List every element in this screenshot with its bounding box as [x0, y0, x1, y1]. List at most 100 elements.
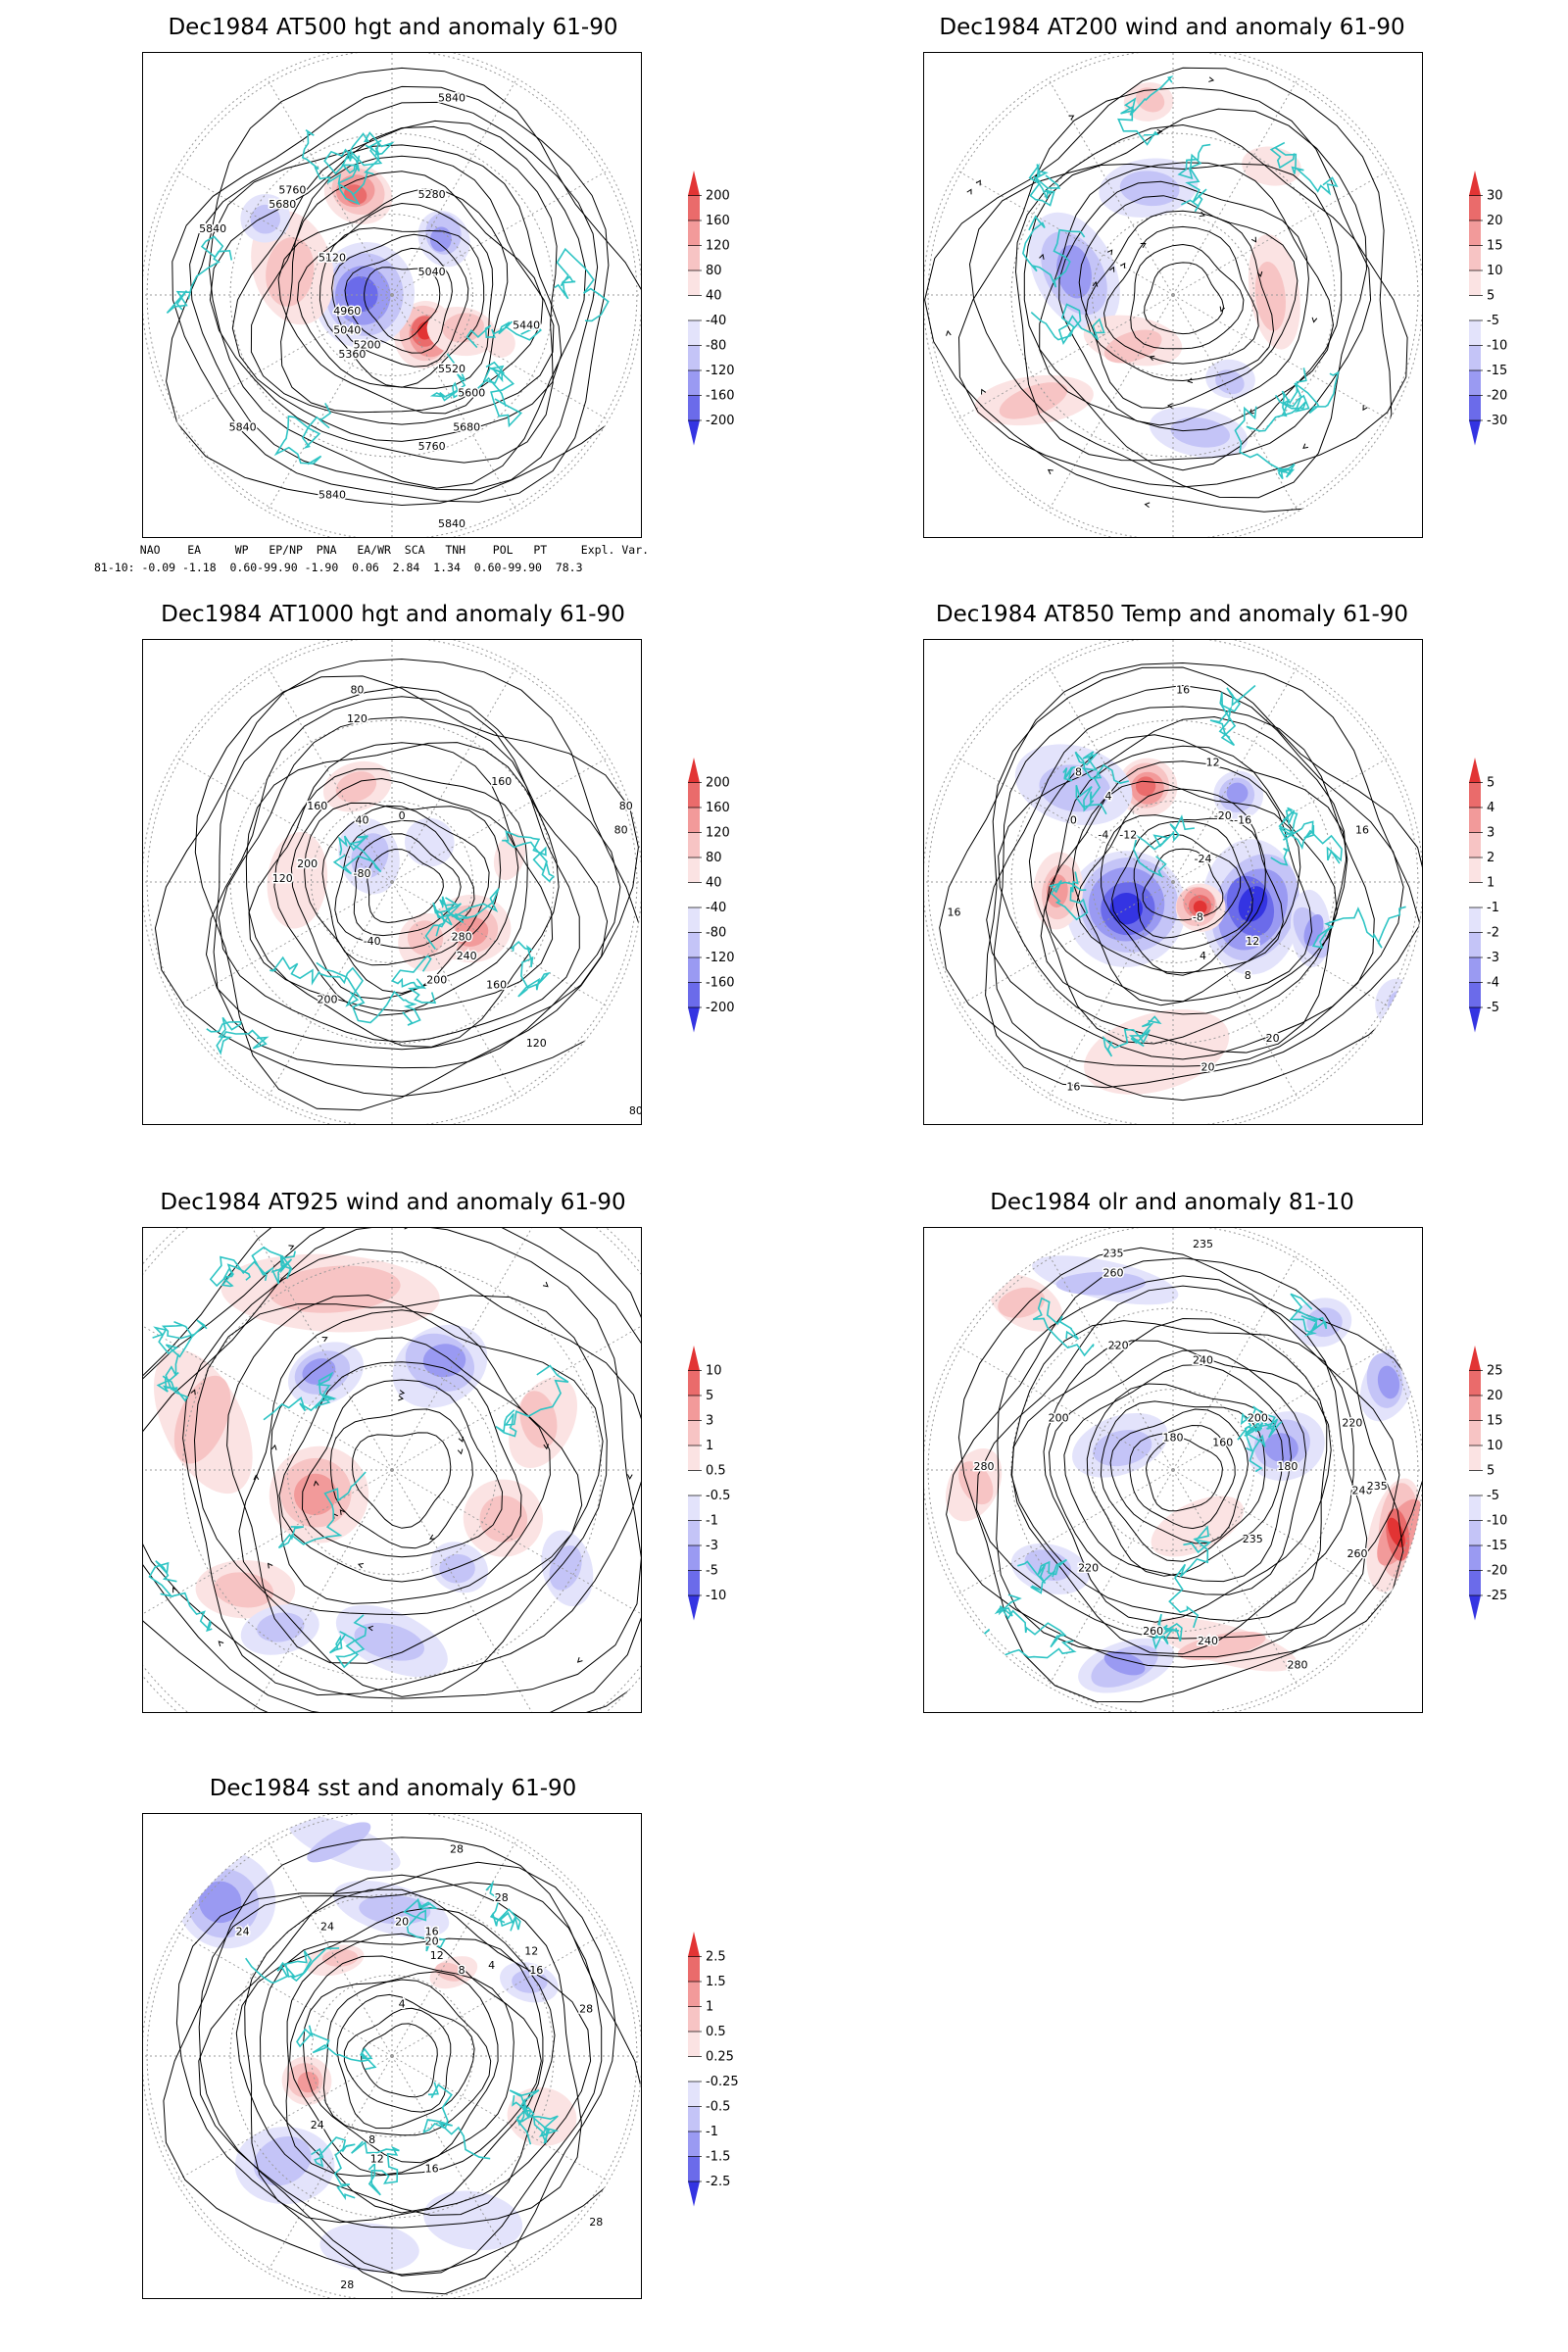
contour-label: 5040	[333, 324, 361, 337]
colorbar-tick-label: 120	[706, 239, 730, 254]
colorbar-tick-label: -5	[706, 1564, 718, 1579]
contour-label: 5440	[513, 319, 540, 332]
contour-label: 28	[589, 2216, 603, 2229]
colorbar-tick-label: -2	[1487, 926, 1499, 941]
contour-label: 220	[1108, 1340, 1129, 1352]
contour-label: 160	[486, 979, 507, 992]
contour-label: 200	[317, 994, 337, 1006]
colorbar-tick-label: 3	[1487, 826, 1494, 841]
colorbar-tick-label: -40	[706, 901, 726, 915]
contour-label: 200	[426, 974, 447, 987]
colorbar-tick-label: 5	[1487, 1464, 1494, 1479]
colorbar-sst: 2.5 1.5 1 0.5 0.25 -0.25 -0.5 -1 -1.5 -2.5	[686, 1932, 764, 2220]
colorbar-tick-label: -3	[706, 1539, 718, 1553]
colorbar-tick-label: 40	[706, 876, 722, 891]
anomaly-shade	[354, 1622, 424, 1661]
panel-title-sst: Dec1984 sst and anomaly 61-90	[209, 1776, 577, 1801]
colorbar-tick-label: 20	[1487, 1389, 1503, 1403]
colorbar-tick-label: -160	[706, 389, 735, 404]
colorbar-tick-label: 10	[1487, 1439, 1503, 1453]
contour-label: 8	[368, 2133, 375, 2146]
contour-label: 5680	[453, 420, 480, 433]
contour-label: 20	[395, 1916, 409, 1929]
contour-label: 260	[1103, 1266, 1124, 1279]
colorbar-tick-label: 0.5	[706, 2025, 726, 2039]
colorbar-tick-label: 15	[1487, 239, 1503, 254]
map-frame-sst: 28 24 24 20 16 12 8 4 16 12 20 28 28 28 24 4 8 12 16 28	[142, 1813, 642, 2299]
colorbar-tick-label: -0.5	[706, 2100, 730, 2115]
colorbar-tick-label: 5	[1487, 289, 1494, 304]
anomaly-shade	[429, 226, 452, 252]
colorbar-olr: 25 20 15 10 5 -5 -10 -15 -20 -25	[1467, 1346, 1545, 1634]
contour-label: -16	[1234, 814, 1251, 827]
colorbar-tick-label: 0.25	[706, 2050, 734, 2065]
colorbar-tick-label: 80	[706, 264, 722, 278]
contour-label: 280	[1288, 1659, 1308, 1672]
anomaly-shade	[321, 1948, 359, 1967]
anomaly-shade	[439, 1553, 475, 1584]
map-frame-z1000: 80 120 160 200 80 80 160 120 40 0 -40 -80 280 240 200 1…	[142, 639, 642, 1125]
contour-label: 0	[399, 809, 406, 822]
colorbar-tick-label: -200	[706, 414, 735, 428]
colorbar-tick-label: -0.5	[706, 1489, 730, 1503]
contour-label: 235	[1103, 1248, 1124, 1260]
anomaly-shade	[958, 1461, 994, 1505]
anomaly-shade	[479, 1495, 528, 1543]
anomaly-shade	[302, 1358, 336, 1385]
anomaly-shade	[173, 1375, 231, 1464]
colorbar-tick-label: -1	[706, 2125, 718, 2139]
anomaly-shade	[199, 1881, 242, 1924]
contour-label: 20	[425, 1935, 439, 1947]
anomaly-shade	[442, 313, 484, 343]
map-frame-u925	[142, 1227, 642, 1713]
anomaly-shade	[344, 275, 378, 312]
colorbar-tick-label: 20	[1487, 214, 1503, 228]
polar-map-u200	[924, 53, 1422, 537]
contour-label: 16	[529, 1964, 543, 1977]
contour-label: 16	[425, 2163, 439, 2176]
contour-label: 24	[236, 1926, 250, 1938]
contour-label: 120	[272, 872, 293, 885]
colorbar-tick-label: -120	[706, 951, 735, 965]
anomaly-shade	[1055, 1271, 1146, 1296]
colorbar-tick-label: -4	[1487, 976, 1499, 991]
colorbar-tick-label: -160	[706, 976, 735, 991]
contour-label: -8	[1193, 911, 1203, 924]
contour-label: 12	[1206, 756, 1220, 768]
colorbar-tick-label: -10	[1487, 339, 1507, 354]
contour-label: 4	[1200, 950, 1206, 962]
contour-label: -20	[1214, 809, 1232, 822]
contour-label: 180	[1163, 1431, 1184, 1444]
anomaly-shade	[266, 236, 315, 307]
colorbar-tick-label: -15	[1487, 1539, 1507, 1553]
colorbar-tick-label: -2.5	[706, 2175, 730, 2189]
teleconnection-header: NAO EA WP EP/NP PNA EA/WR SCA TNH POL PT…	[120, 543, 650, 557]
colorbar-tick-label: 10	[1487, 264, 1503, 278]
contour-label: 5360	[338, 348, 366, 361]
colorbar-tick-label: 2	[1487, 851, 1494, 865]
contour-label: 5840	[199, 222, 226, 235]
colorbar-tick-label: 1	[1487, 876, 1494, 891]
contour-label: 5840	[438, 517, 466, 530]
anomaly-shade	[269, 1265, 401, 1313]
anomaly-shade	[257, 1612, 305, 1642]
anomaly-shade	[1170, 417, 1231, 448]
anomaly-shade	[297, 2072, 319, 2093]
polar-map-u925	[143, 1228, 641, 1712]
colorbar-tick-label: -25	[1487, 1589, 1507, 1603]
contour-label: 240	[1352, 1485, 1373, 1497]
contour-label: 80	[619, 800, 633, 812]
contour-label: 80	[629, 1104, 641, 1117]
contour-label: 5760	[418, 440, 446, 453]
anomaly-shade	[307, 1822, 371, 1863]
contour-label: -12	[1119, 829, 1137, 842]
contour-label: 16	[1066, 1080, 1080, 1093]
panel-title-t850: Dec1984 AT850 Temp and anomaly 61-90	[935, 602, 1409, 627]
contour-label: 80	[614, 824, 628, 837]
colorbar-tick-label: 0.5	[706, 1464, 726, 1479]
contour-label: 5840	[229, 420, 257, 433]
colorbar-tick-label: -5	[1487, 314, 1499, 328]
colorbar-tick-label: 30	[1487, 189, 1503, 204]
contour-label: 160	[1212, 1436, 1233, 1448]
contour-label: 235	[1367, 1480, 1388, 1493]
